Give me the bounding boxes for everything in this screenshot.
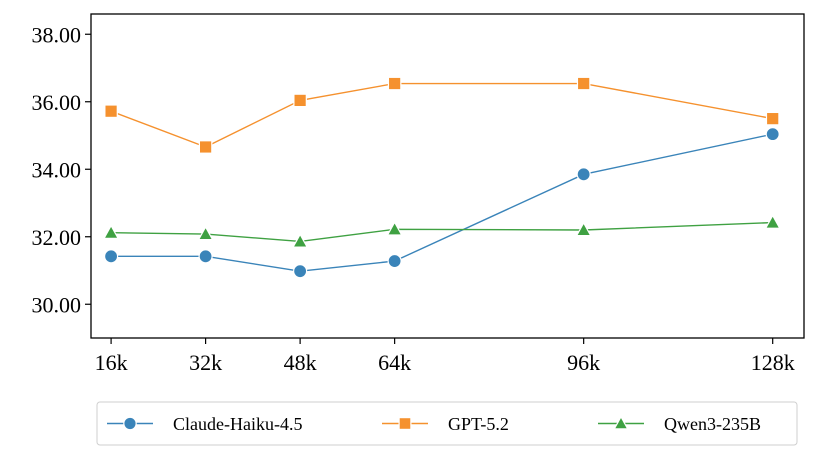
data-point-qwen3-235b (103, 224, 120, 239)
data-point-claude-haiku-4-5 (293, 264, 308, 279)
x-tick-label: 128k (751, 350, 795, 375)
legend-marker-claude-haiku-4-5 (123, 416, 137, 431)
data-point-qwen3-235b (764, 214, 781, 229)
y-tick-label: 32.00 (32, 225, 82, 250)
x-tick-label: 48k (284, 350, 317, 375)
data-point-claude-haiku-4-5 (103, 249, 119, 264)
x-tick-label: 32k (189, 350, 222, 375)
data-point-gpt-5-2 (293, 93, 307, 108)
series-claude-haiku-4-5 (103, 127, 780, 279)
data-point-gpt-5-2 (387, 76, 402, 91)
legend: Claude-Haiku-4.5 GPT-5.2 Qwen3-235B (96, 401, 798, 446)
plot-frame (90, 13, 805, 339)
data-point-claude-haiku-4-5 (576, 167, 591, 182)
legend-marker-gpt-5-2 (398, 417, 412, 430)
y-tick-label: 38.00 (32, 22, 82, 47)
series-qwen3-235b (103, 214, 781, 248)
x-tick-label: 96k (567, 350, 600, 375)
axes-layer: 30.00 32.00 34.00 36.00 38.00 16k 32k 48k 64k 96k… (32, 22, 795, 375)
legend-marker-qwen3-235b (613, 415, 629, 430)
series-gpt-5-2 (104, 76, 780, 154)
data-point-qwen3-235b (197, 225, 214, 241)
data-point-qwen3-235b (292, 233, 309, 248)
data-point-gpt-5-2 (765, 111, 780, 126)
x-tick-label: 64k (378, 350, 411, 375)
x-tick-label: 16k (95, 350, 128, 375)
legend-frame (96, 401, 798, 446)
data-point-qwen3-235b (575, 221, 592, 237)
legend-label-claude-haiku-4-5: Claude-Haiku-4.5 (173, 414, 302, 434)
data-point-claude-haiku-4-5 (387, 253, 402, 269)
data-point-gpt-5-2 (104, 104, 118, 118)
data-point-qwen3-235b (386, 221, 403, 236)
data-point-claude-haiku-4-5 (198, 249, 213, 264)
series-line-claude-haiku-4-5 (111, 133, 773, 272)
y-tick-label: 36.00 (32, 90, 82, 115)
legend-label-qwen3-235b: Qwen3-235B (664, 414, 761, 434)
series-line-gpt-5-2 (110, 82, 773, 148)
legend-label-gpt-5-2: GPT-5.2 (448, 414, 509, 434)
y-tick-label: 30.00 (32, 292, 82, 317)
series-line-qwen3-235b (111, 221, 773, 243)
data-point-gpt-5-2 (576, 76, 591, 91)
data-point-claude-haiku-4-5 (765, 127, 780, 142)
data-point-gpt-5-2 (198, 140, 213, 154)
series-layer (103, 76, 781, 279)
y-tick-label: 34.00 (32, 157, 82, 182)
